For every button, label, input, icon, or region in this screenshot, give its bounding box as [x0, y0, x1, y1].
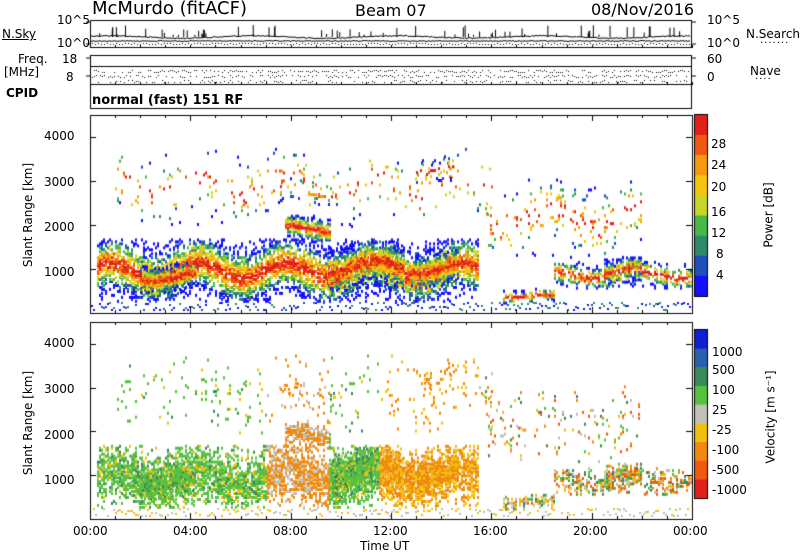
vel-cbar-tick-neg100: -100	[712, 443, 740, 457]
power-cbar-tick-28: 28	[711, 137, 727, 151]
noise-tick-high-right: 10^5	[707, 13, 740, 27]
power-ylabel: Slant Range [km]	[21, 162, 36, 268]
power-ytick-4000: 4000	[44, 129, 75, 143]
nsky-label: N.Sky	[2, 27, 37, 41]
power-cbar-tick-16: 16	[711, 205, 727, 219]
vel-ylabel: Slant Range [km]	[21, 370, 36, 476]
vel-cbar-tick-25: 25	[712, 403, 728, 417]
cpid-label: CPID	[6, 86, 39, 100]
freq-tick-low: 8	[66, 70, 74, 84]
nsearch-legend-dots: ·······	[760, 38, 790, 49]
cpid-value: normal (fast) 151 RF	[92, 93, 244, 108]
nave-tick-low: 0	[707, 70, 715, 84]
power-cbar-label: Power [dB]	[761, 182, 776, 248]
power-cbar-tick-4: 4	[716, 268, 724, 282]
nave-label: Nave	[750, 64, 781, 78]
freq-label: Freq.	[18, 52, 48, 66]
noise-tick-low: 10^0	[57, 36, 90, 50]
vel-ytick-3000: 3000	[44, 382, 75, 396]
xtick-1200: 12:00	[373, 524, 408, 538]
freq-tick-high: 18	[62, 52, 78, 66]
vel-cbar-tick-neg25: -25	[712, 423, 732, 437]
beam-title: Beam 07	[355, 1, 427, 20]
xaxis-label: Time UT	[360, 539, 410, 553]
xtick-0000-start: 00:00	[73, 524, 108, 538]
vel-cbar-tick-500: 500	[712, 363, 735, 377]
noise-tick-high: 10^5	[57, 13, 90, 27]
date-title: 08/Nov/2016	[591, 0, 695, 19]
power-ytick-3000: 3000	[44, 175, 75, 189]
power-ytick-2000: 2000	[44, 220, 75, 234]
vel-cbar-tick-1000: 1000	[712, 345, 743, 359]
vel-ytick-2000: 2000	[44, 428, 75, 442]
noise-tick-low-right: 10^0	[707, 36, 740, 50]
power-cbar-tick-24: 24	[711, 158, 727, 172]
power-ytick-1000: 1000	[44, 265, 75, 279]
xtick-0800: 08:00	[273, 524, 308, 538]
vel-ytick-4000: 4000	[44, 336, 75, 350]
vel-cbar-tick-100: 100	[712, 383, 735, 397]
vel-cbar-label: Velocity [m s⁻¹]	[763, 370, 778, 464]
xtick-0400: 04:00	[173, 524, 208, 538]
xtick-0000-end: 00:00	[673, 524, 708, 538]
vel-cbar-tick-neg500: -500	[712, 463, 740, 477]
power-cbar-tick-20: 20	[711, 180, 727, 194]
nave-tick-high: 60	[707, 52, 723, 66]
vel-ytick-1000: 1000	[44, 473, 75, 487]
power-cbar-tick-8: 8	[716, 247, 724, 261]
xtick-1600: 16:00	[473, 524, 508, 538]
vel-cbar-tick-neg1000: -1000	[712, 483, 747, 497]
xtick-2000: 20:00	[573, 524, 608, 538]
nsearch-label: N.Search	[746, 27, 800, 41]
station-title: McMurdo (fitACF)	[92, 0, 247, 19]
nave-legend-dots: ····	[755, 74, 772, 85]
power-cbar-tick-12: 12	[711, 226, 727, 240]
freq-unit-label: [MHz]	[4, 65, 40, 79]
